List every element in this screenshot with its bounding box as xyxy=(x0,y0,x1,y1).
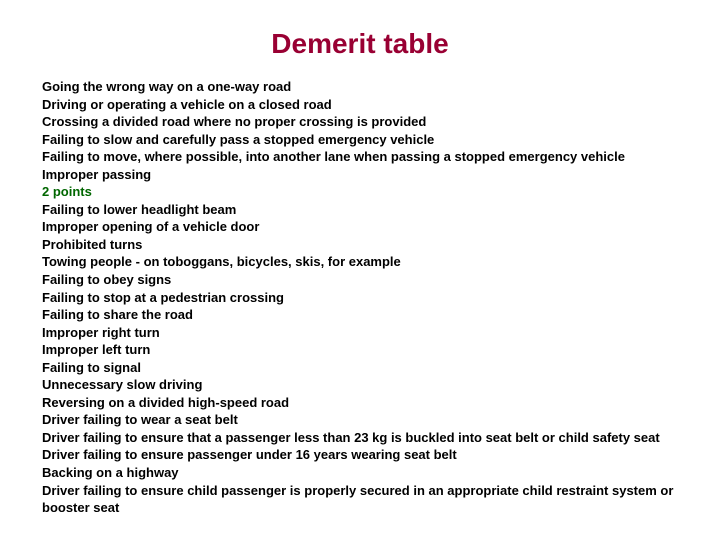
demerit-item: Unnecessary slow driving xyxy=(42,376,678,394)
demerit-item: Improper passing xyxy=(42,166,678,184)
demerit-item: Improper left turn xyxy=(42,341,678,359)
demerit-item: Prohibited turns xyxy=(42,236,678,254)
demerit-item: Going the wrong way on a one-way road xyxy=(42,78,678,96)
demerit-list: Going the wrong way on a one-way roadDri… xyxy=(42,78,678,517)
demerit-item: Failing to move, where possible, into an… xyxy=(42,148,678,166)
demerit-item: Failing to share the road xyxy=(42,306,678,324)
demerit-item: Failing to lower headlight beam xyxy=(42,201,678,219)
demerit-item: Driving or operating a vehicle on a clos… xyxy=(42,96,678,114)
demerit-item: Driver failing to ensure that a passenge… xyxy=(42,429,678,447)
slide: Demerit table Going the wrong way on a o… xyxy=(0,0,720,540)
demerit-item: Failing to signal xyxy=(42,359,678,377)
demerit-item: Driver failing to wear a seat belt xyxy=(42,411,678,429)
demerit-item: Towing people - on toboggans, bicycles, … xyxy=(42,253,678,271)
demerit-item: Backing on a highway xyxy=(42,464,678,482)
demerit-item: Improper right turn xyxy=(42,324,678,342)
demerit-item: Reversing on a divided high-speed road xyxy=(42,394,678,412)
demerit-item: Failing to obey signs xyxy=(42,271,678,289)
demerit-item: Driver failing to ensure passenger under… xyxy=(42,446,678,464)
demerit-item: Improper opening of a vehicle door xyxy=(42,218,678,236)
demerit-item: Failing to slow and carefully pass a sto… xyxy=(42,131,678,149)
demerit-item: Driver failing to ensure child passenger… xyxy=(42,482,678,517)
demerit-item: Crossing a divided road where no proper … xyxy=(42,113,678,131)
slide-title: Demerit table xyxy=(42,28,678,60)
points-label: 2 points xyxy=(42,183,678,201)
demerit-item: Failing to stop at a pedestrian crossing xyxy=(42,289,678,307)
